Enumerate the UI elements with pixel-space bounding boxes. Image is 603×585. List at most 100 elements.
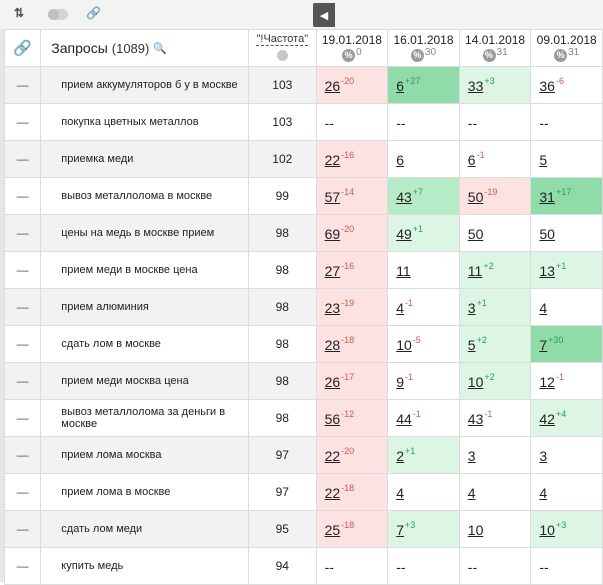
position-cell[interactable]: 43+7 bbox=[387, 177, 460, 215]
position-value[interactable]: 50 bbox=[467, 189, 484, 205]
position-value[interactable]: 50 bbox=[539, 226, 555, 242]
position-cell[interactable]: 5+2 bbox=[458, 325, 532, 363]
position-value[interactable]: -- bbox=[396, 115, 406, 131]
query-text[interactable]: прием лома в москве bbox=[40, 473, 250, 511]
position-value[interactable]: 4 bbox=[396, 485, 404, 501]
table-row[interactable]: — прием лома в москве 97 22-18 4 4 4 bbox=[3, 473, 603, 511]
position-cell[interactable]: 2+1 bbox=[387, 436, 460, 474]
query-text[interactable]: прием меди москва цена bbox=[40, 362, 250, 400]
position-cell[interactable]: 22-16 bbox=[315, 140, 389, 178]
position-cell[interactable]: 36-6 bbox=[530, 66, 603, 104]
position-value[interactable]: 10 bbox=[396, 337, 412, 353]
link-column-header[interactable]: 🔗 bbox=[3, 29, 42, 67]
position-value[interactable]: 50 bbox=[467, 226, 484, 242]
table-row[interactable]: — цены на медь в москве прием 98 69-20 49+1 5… bbox=[3, 214, 603, 252]
position-cell[interactable]: 42+4 bbox=[530, 399, 603, 437]
row-link-toggle[interactable]: — bbox=[3, 325, 42, 363]
position-value[interactable]: 2 bbox=[396, 448, 404, 464]
frequency-column-header[interactable]: "!Частота" bbox=[248, 29, 317, 67]
position-value[interactable]: 4 bbox=[467, 485, 476, 501]
toggle-icon[interactable] bbox=[48, 9, 68, 20]
position-cell[interactable]: 7+3 bbox=[387, 510, 460, 548]
position-cell[interactable]: 3 bbox=[530, 436, 603, 474]
query-text[interactable]: прием алюминия bbox=[40, 288, 250, 326]
row-link-toggle[interactable]: — bbox=[3, 436, 42, 474]
position-cell[interactable]: 7+30 bbox=[530, 325, 603, 363]
position-value[interactable]: 10 bbox=[539, 522, 555, 538]
position-cell[interactable]: -- bbox=[530, 547, 603, 585]
table-row[interactable]: — прием аккумуляторов б у в москве 103 26-2… bbox=[3, 66, 603, 104]
date-column-header[interactable]: 16.01.2018% 30 bbox=[387, 29, 460, 67]
position-cell[interactable]: 10-5 bbox=[387, 325, 460, 363]
position-cell[interactable]: -- bbox=[315, 103, 389, 141]
row-link-toggle[interactable]: — bbox=[3, 473, 42, 511]
position-cell[interactable]: 6-1 bbox=[458, 140, 532, 178]
position-value[interactable]: 5 bbox=[539, 152, 548, 168]
date-column-header[interactable]: 19.01.2018% 0 bbox=[315, 29, 389, 67]
position-cell[interactable]: -- bbox=[458, 103, 532, 141]
table-row[interactable]: — покупка цветных металлов 103 -- -- -- -- bbox=[3, 103, 603, 141]
position-cell[interactable]: 28-18 bbox=[315, 325, 389, 363]
position-value[interactable]: 12 bbox=[539, 374, 555, 390]
position-value[interactable]: 43 bbox=[396, 189, 412, 205]
query-column-header[interactable]: Запросы (1089) 🔍 bbox=[40, 29, 250, 67]
position-cell[interactable]: -- bbox=[387, 103, 460, 141]
position-cell[interactable]: 44-1 bbox=[387, 399, 460, 437]
query-text[interactable]: цены на медь в москве прием bbox=[40, 214, 250, 252]
position-cell[interactable]: 3+1 bbox=[458, 288, 532, 326]
position-cell[interactable]: 50-19 bbox=[458, 177, 532, 215]
sort-arrows-icon[interactable]: ⇅ bbox=[14, 6, 25, 20]
position-cell[interactable]: 5 bbox=[530, 140, 603, 178]
row-link-toggle[interactable]: — bbox=[3, 103, 42, 141]
table-row[interactable]: — купить медь 94 -- -- -- -- bbox=[3, 547, 603, 585]
position-value[interactable]: 6 bbox=[396, 152, 404, 168]
position-value[interactable]: -- bbox=[324, 115, 334, 131]
position-cell[interactable]: 11+2 bbox=[458, 251, 532, 289]
position-value[interactable]: 6 bbox=[396, 78, 404, 94]
position-value[interactable]: 11 bbox=[467, 263, 483, 279]
position-cell[interactable]: -- bbox=[387, 547, 460, 585]
position-cell[interactable]: 22-20 bbox=[315, 436, 389, 474]
position-cell[interactable]: 26-17 bbox=[315, 362, 389, 400]
position-value[interactable]: 5 bbox=[467, 337, 476, 353]
position-value[interactable]: 33 bbox=[467, 78, 484, 94]
position-value[interactable]: -- bbox=[396, 559, 406, 575]
position-cell[interactable]: 13+1 bbox=[530, 251, 603, 289]
position-cell[interactable]: 4 bbox=[458, 473, 532, 511]
position-value[interactable]: 6 bbox=[467, 152, 476, 168]
query-text[interactable]: вывоз металлолома в москве bbox=[40, 177, 250, 215]
position-value[interactable]: 56 bbox=[324, 411, 341, 427]
position-value[interactable]: 57 bbox=[324, 189, 341, 205]
position-value[interactable]: 9 bbox=[396, 374, 404, 390]
position-cell[interactable]: 6+27 bbox=[387, 66, 460, 104]
table-row[interactable]: — прием меди москва цена 98 26-17 9-1 10+2 12-… bbox=[3, 362, 603, 400]
position-value[interactable]: 44 bbox=[396, 411, 412, 427]
position-cell[interactable]: 33+3 bbox=[458, 66, 532, 104]
table-row[interactable]: — вывоз металлолома за деньги в москве 98 5… bbox=[3, 399, 603, 437]
search-icon[interactable]: 🔍 bbox=[153, 42, 168, 55]
row-link-toggle[interactable]: — bbox=[3, 66, 42, 104]
position-cell[interactable]: 69-20 bbox=[315, 214, 389, 252]
position-cell[interactable]: 31+17 bbox=[530, 177, 603, 215]
table-row[interactable]: — прием алюминия 98 23-19 4-1 3+1 4 bbox=[3, 288, 603, 326]
position-cell[interactable]: 11 bbox=[387, 251, 460, 289]
position-value[interactable]: 3 bbox=[539, 448, 548, 464]
query-text[interactable]: приемка меди bbox=[40, 140, 250, 178]
row-link-toggle[interactable]: — bbox=[3, 362, 42, 400]
position-value[interactable]: 7 bbox=[539, 337, 548, 353]
position-value[interactable]: 22 bbox=[324, 448, 341, 464]
position-value[interactable]: 69 bbox=[324, 226, 341, 242]
position-cell[interactable]: 4 bbox=[387, 473, 460, 511]
position-cell[interactable]: 4-1 bbox=[387, 288, 460, 326]
table-row[interactable]: — прием меди в москве цена 98 27-16 11 11+2 13… bbox=[3, 251, 603, 289]
position-value[interactable]: 31 bbox=[539, 189, 555, 205]
link-icon[interactable]: 🔗 bbox=[86, 6, 101, 20]
position-value[interactable]: 25 bbox=[324, 522, 341, 538]
position-cell[interactable]: 22-18 bbox=[315, 473, 389, 511]
table-row[interactable]: — вывоз металлолома в москве 99 57-14 43+7 50… bbox=[3, 177, 603, 215]
position-value[interactable]: 22 bbox=[324, 152, 341, 168]
query-text[interactable]: сдать лом меди bbox=[40, 510, 250, 548]
position-cell[interactable]: 27-16 bbox=[315, 251, 389, 289]
position-cell[interactable]: 43-1 bbox=[458, 399, 532, 437]
position-cell[interactable]: 10 bbox=[458, 510, 532, 548]
